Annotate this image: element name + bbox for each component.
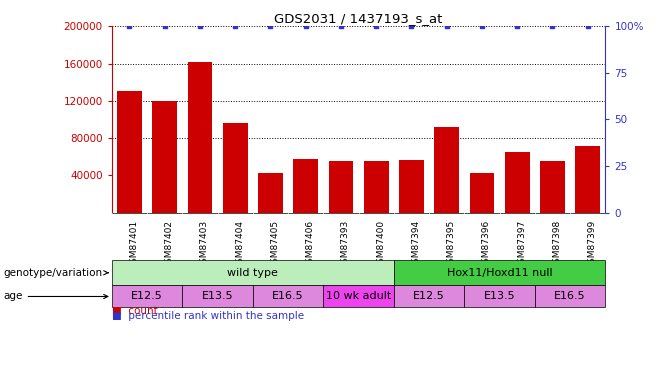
- Bar: [258, 174, 283, 213]
- Bar: [117, 92, 142, 213]
- Bar: [328, 161, 353, 213]
- Text: 10 wk adult: 10 wk adult: [326, 291, 392, 302]
- Text: E12.5: E12.5: [131, 291, 163, 302]
- Text: GSM87400: GSM87400: [376, 220, 385, 269]
- Text: GSM87404: GSM87404: [236, 220, 244, 269]
- Point: [442, 23, 452, 29]
- Text: E16.5: E16.5: [272, 291, 304, 302]
- Point: [336, 23, 346, 29]
- Bar: [394, 260, 605, 285]
- Bar: [364, 161, 389, 213]
- Text: Hox11/Hoxd11 null: Hox11/Hoxd11 null: [447, 268, 553, 278]
- Point: [159, 23, 170, 29]
- Bar: [153, 101, 177, 213]
- Bar: [575, 146, 600, 213]
- Point: [371, 23, 382, 29]
- Bar: [470, 174, 494, 213]
- Point: [301, 23, 311, 29]
- Point: [547, 23, 558, 29]
- Text: E13.5: E13.5: [484, 291, 515, 302]
- Text: GSM87395: GSM87395: [447, 220, 456, 269]
- Bar: [112, 285, 182, 308]
- Text: GSM87401: GSM87401: [130, 220, 138, 269]
- Bar: [434, 127, 459, 213]
- Point: [124, 23, 135, 29]
- Text: E12.5: E12.5: [413, 291, 445, 302]
- Bar: [293, 159, 318, 213]
- Text: GSM87396: GSM87396: [482, 220, 491, 269]
- Text: genotype/variation: genotype/variation: [3, 268, 108, 278]
- Point: [512, 23, 522, 29]
- Point: [476, 23, 487, 29]
- Text: wild type: wild type: [228, 268, 278, 278]
- Text: GSM87399: GSM87399: [588, 220, 597, 269]
- Text: GSM87406: GSM87406: [306, 220, 315, 269]
- Text: GSM87393: GSM87393: [341, 220, 350, 269]
- Text: age: age: [3, 291, 108, 302]
- Point: [406, 23, 417, 29]
- Bar: [253, 285, 323, 308]
- Text: GSM87403: GSM87403: [200, 220, 209, 269]
- Text: GSM87394: GSM87394: [411, 220, 420, 269]
- Point: [582, 23, 593, 29]
- Bar: [535, 285, 605, 308]
- Text: GSM87398: GSM87398: [553, 220, 561, 269]
- Bar: [394, 285, 465, 308]
- Text: ■  percentile rank within the sample: ■ percentile rank within the sample: [112, 311, 304, 321]
- Title: GDS2031 / 1437193_s_at: GDS2031 / 1437193_s_at: [274, 12, 443, 25]
- Bar: [505, 152, 530, 213]
- Bar: [540, 161, 565, 213]
- Text: GSM87397: GSM87397: [517, 220, 526, 269]
- Point: [230, 23, 241, 29]
- Bar: [182, 285, 253, 308]
- Point: [265, 23, 276, 29]
- Bar: [112, 260, 394, 285]
- Bar: [399, 159, 424, 213]
- Bar: [188, 62, 213, 213]
- Text: ■  count: ■ count: [112, 306, 158, 316]
- Bar: [323, 285, 394, 308]
- Bar: [465, 285, 535, 308]
- Text: E16.5: E16.5: [554, 291, 586, 302]
- Point: [195, 23, 205, 29]
- Text: GSM87405: GSM87405: [270, 220, 280, 269]
- Bar: [223, 123, 247, 213]
- Text: GSM87402: GSM87402: [164, 220, 174, 269]
- Text: E13.5: E13.5: [202, 291, 234, 302]
